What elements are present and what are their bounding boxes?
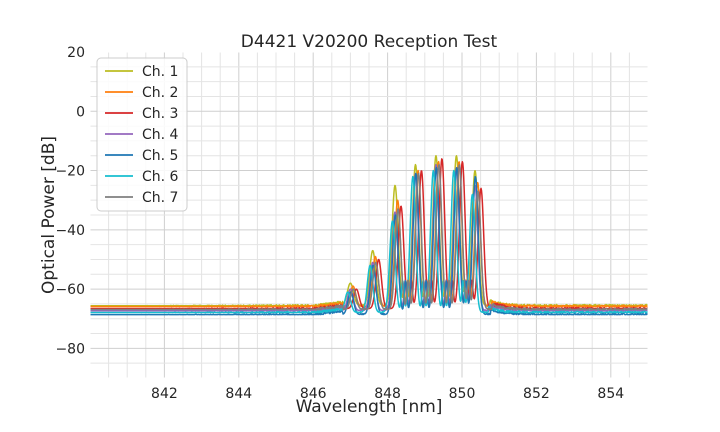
legend-label: Ch. 1 — [142, 64, 178, 80]
chart-title: D4421 V20200 Reception Test — [241, 32, 498, 52]
series-line-5 — [89, 166, 649, 316]
x-axis-ticks: 842 844 846 848 850 852 854 — [151, 386, 624, 402]
y-tick-label: 0 — [76, 104, 85, 120]
y-tick-label: −20 — [55, 164, 85, 180]
x-tick-label: 842 — [151, 386, 178, 402]
series-line-6 — [89, 169, 649, 314]
plot-area — [89, 154, 649, 316]
plot-frame — [89, 51, 649, 379]
y-tick-label: −40 — [55, 223, 85, 239]
legend-box — [96, 57, 188, 212]
x-tick-label: 850 — [449, 386, 476, 402]
legend-label: Ch. 2 — [142, 85, 178, 101]
x-tick-label: 846 — [300, 386, 327, 402]
y-tick-label: −80 — [55, 341, 85, 357]
legend-label: Ch. 7 — [142, 190, 178, 206]
legend-label: Ch. 5 — [142, 148, 178, 164]
legend-label: Ch. 4 — [142, 127, 179, 143]
legend-label: Ch. 3 — [142, 106, 178, 122]
legend: Ch. 1 Ch. 2 Ch. 3 Ch. 4 Ch. 5 Ch. 6 Ch. 7 — [96, 57, 188, 212]
y-tick-label: −60 — [55, 282, 85, 298]
x-tick-label: 854 — [597, 386, 624, 402]
y-axis-label: Optical Power [dB] — [39, 136, 59, 294]
y-axis-ticks: 20 0 −20 −40 −60 −80 — [55, 45, 85, 357]
legend-label: Ch. 6 — [142, 169, 179, 185]
x-tick-label: 852 — [523, 386, 550, 402]
x-axis-label: Wavelength [nm] — [296, 397, 443, 417]
x-tick-label: 848 — [374, 386, 401, 402]
y-tick-label: 20 — [67, 45, 85, 61]
x-tick-label: 844 — [225, 386, 252, 402]
series-line-7 — [89, 164, 649, 311]
